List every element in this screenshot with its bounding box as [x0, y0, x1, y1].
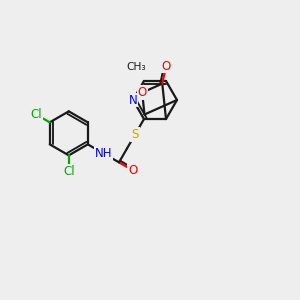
- Text: N: N: [129, 94, 137, 106]
- Text: O: O: [161, 59, 171, 73]
- Text: NH: NH: [95, 147, 112, 160]
- Text: S: S: [131, 128, 139, 141]
- Text: Cl: Cl: [30, 108, 42, 121]
- Text: CH₃: CH₃: [126, 62, 146, 72]
- Text: O: O: [128, 164, 137, 177]
- Text: Cl: Cl: [63, 165, 75, 178]
- Text: O: O: [138, 86, 147, 99]
